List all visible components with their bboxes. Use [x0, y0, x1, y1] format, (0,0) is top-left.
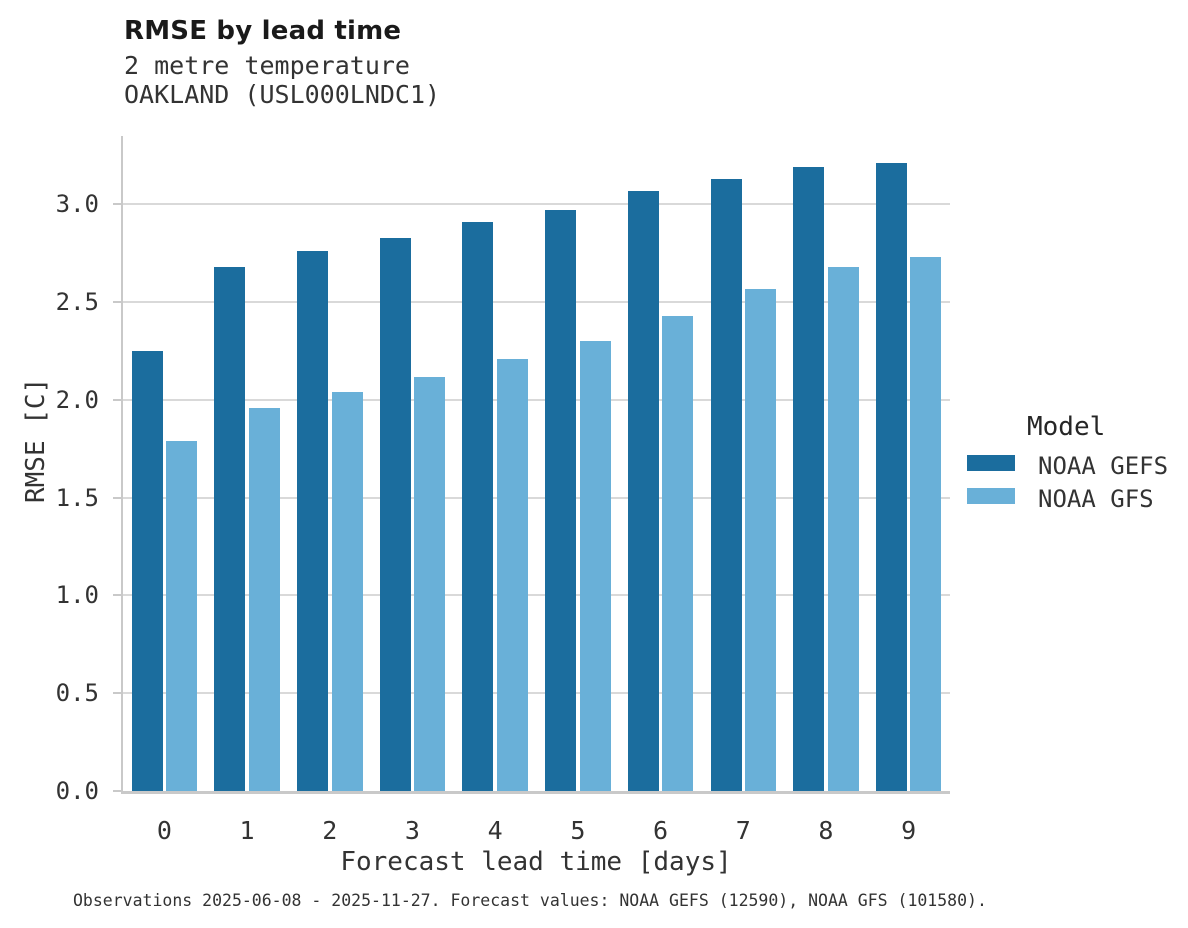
y-tick-mark-3.0 — [113, 203, 121, 206]
bar-noaa-gfs-lead-4 — [496, 358, 528, 791]
gridline-y-2.0 — [123, 398, 950, 401]
legend-swatch-noaa-gfs — [967, 488, 1015, 504]
bar-noaa-gfs-lead-5 — [579, 341, 611, 791]
chart-subtitle-station: OAKLAND (USL000LNDC1) — [124, 80, 441, 109]
chart-title: RMSE by lead time — [124, 16, 402, 46]
x-tick-label-5: 5 — [570, 816, 586, 845]
x-tick-label-7: 7 — [735, 816, 751, 845]
legend-title: Model — [1027, 412, 1106, 442]
legend-swatch-noaa-gefs — [967, 455, 1015, 471]
bar-noaa-gefs-lead-7 — [710, 179, 742, 791]
bar-noaa-gefs-lead-9 — [875, 163, 907, 791]
bar-noaa-gefs-lead-6 — [627, 190, 659, 791]
gridline-y-3.0 — [123, 203, 950, 206]
x-tick-label-8: 8 — [818, 816, 834, 845]
gridline-y-1.5 — [123, 496, 950, 499]
y-tick-label-2.0: 2.0 — [55, 385, 99, 414]
x-tick-label-9: 9 — [901, 816, 917, 845]
chart-subtitle-variable: 2 metre temperature — [124, 51, 410, 80]
bar-noaa-gefs-lead-5 — [545, 210, 577, 791]
y-tick-mark-1.5 — [113, 496, 121, 499]
bar-noaa-gfs-lead-2 — [331, 392, 363, 791]
x-tick-label-3: 3 — [404, 816, 420, 845]
y-tick-label-2.5: 2.5 — [55, 288, 99, 317]
y-tick-label-0.0: 0.0 — [55, 777, 99, 805]
x-tick-label-4: 4 — [487, 816, 503, 845]
bar-noaa-gfs-lead-8 — [827, 267, 859, 791]
legend-label-noaa-gfs: NOAA GFS — [1038, 485, 1154, 513]
x-axis-label: Forecast lead time [days] — [340, 847, 732, 877]
y-tick-label-1.5: 1.5 — [55, 483, 99, 512]
bar-noaa-gefs-lead-1 — [214, 267, 246, 791]
x-tick-label-6: 6 — [653, 816, 669, 845]
bar-noaa-gefs-lead-4 — [462, 222, 494, 791]
bar-noaa-gfs-lead-7 — [745, 288, 776, 791]
bar-noaa-gfs-lead-0 — [166, 441, 198, 791]
bar-noaa-gefs-lead-8 — [793, 167, 825, 791]
bar-noaa-gfs-lead-3 — [414, 376, 446, 791]
y-tick-mark-0.5 — [113, 692, 121, 695]
x-tick-label-2: 2 — [322, 816, 338, 845]
gridline-y-2.5 — [123, 301, 950, 304]
x-tick-label-0: 0 — [156, 816, 172, 845]
y-tick-label-3.0: 3.0 — [55, 190, 99, 219]
bar-noaa-gefs-lead-0 — [131, 351, 163, 791]
y-tick-mark-1.0 — [113, 594, 121, 597]
gridline-y-1.0 — [123, 594, 950, 597]
y-tick-mark-2.5 — [113, 301, 121, 304]
plot-area — [113, 136, 950, 794]
bar-noaa-gfs-lead-1 — [248, 407, 280, 791]
x-tick-label-1: 1 — [239, 816, 255, 845]
gridline-y-0.5 — [123, 692, 950, 695]
bar-noaa-gfs-lead-9 — [910, 257, 942, 791]
y-tick-mark-2.0 — [113, 398, 121, 401]
bar-noaa-gfs-lead-6 — [662, 315, 694, 791]
y-tick-label-1.0: 1.0 — [55, 581, 99, 610]
y-tick-label-0.5: 0.5 — [55, 679, 99, 708]
bar-noaa-gefs-lead-2 — [297, 251, 328, 791]
y-tick-mark-0.0 — [113, 790, 121, 792]
bar-noaa-gefs-lead-3 — [379, 237, 411, 791]
caption-observations: Observations 2025-06-08 - 2025-11-27. Fo… — [73, 891, 987, 910]
legend-label-noaa-gefs: NOAA GEFS — [1038, 452, 1169, 480]
